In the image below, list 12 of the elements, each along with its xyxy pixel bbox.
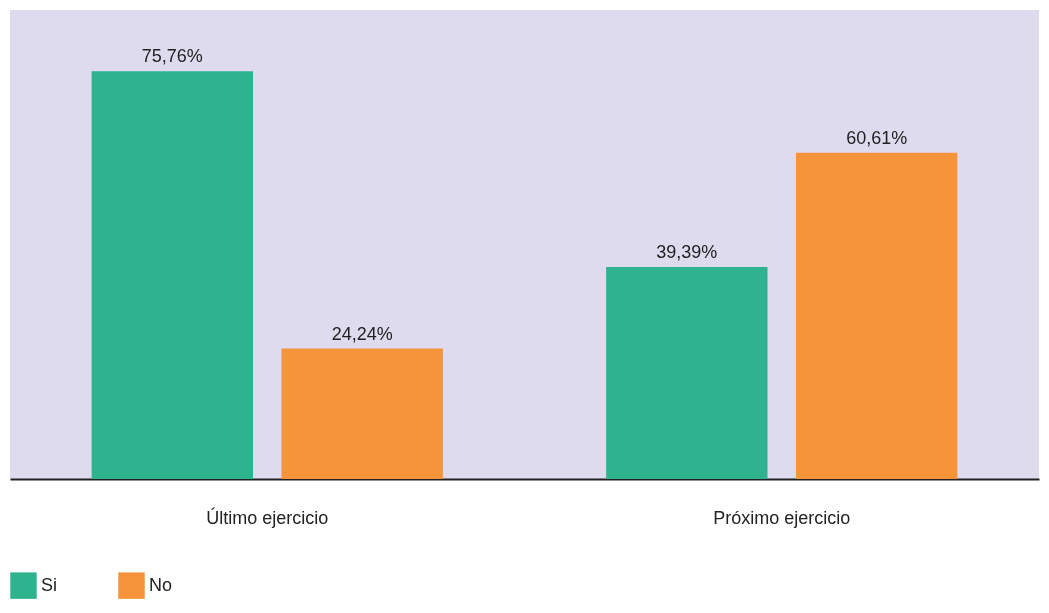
bar xyxy=(281,348,443,479)
data-label: 75,76% xyxy=(141,46,203,67)
data-label: 24,24% xyxy=(331,323,393,344)
data-label: 60,61% xyxy=(846,127,908,148)
data-label: 39,39% xyxy=(656,241,718,262)
bar xyxy=(91,71,254,479)
legend-label: Si xyxy=(41,574,58,595)
bar xyxy=(795,152,958,479)
x-tick-label: Último ejercicio xyxy=(206,506,329,528)
legend-label: No xyxy=(149,574,173,595)
bar xyxy=(606,266,768,479)
x-tick-label: Próximo ejercicio xyxy=(713,507,851,528)
